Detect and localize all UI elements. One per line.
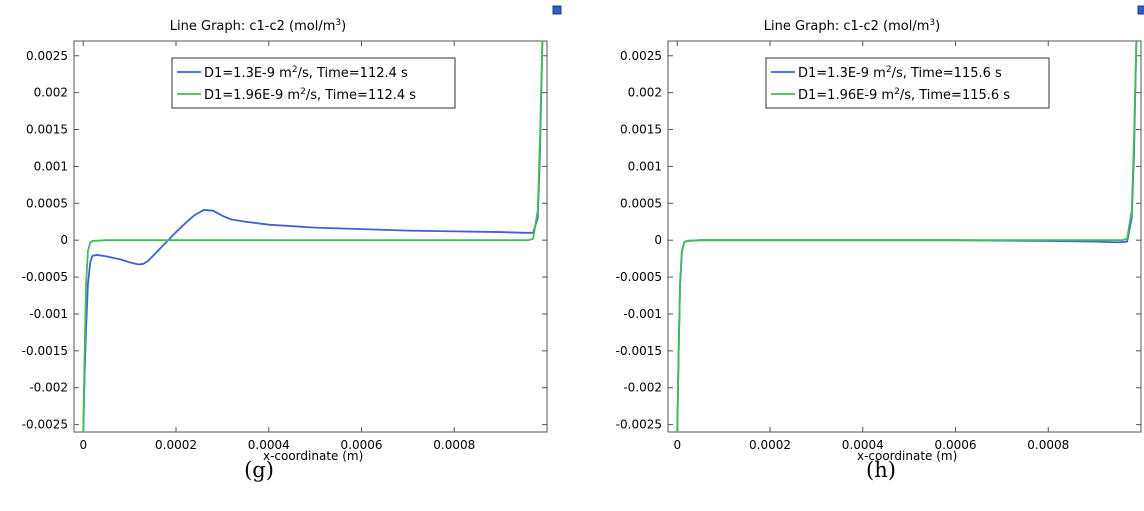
chart-title: Line Graph: c1-c2 (mol/m3) xyxy=(170,18,346,34)
x-tick-label: 0.0006 xyxy=(341,438,383,452)
series-line-1 xyxy=(82,41,544,432)
series-line-2 xyxy=(676,41,1138,432)
y-tick-label: 0 xyxy=(654,233,662,247)
x-axis-label: x-coordinate (m) xyxy=(263,449,363,463)
y-tick-label: -0.0005 xyxy=(22,270,68,284)
y-tick-label: -0.0015 xyxy=(616,344,662,358)
y-tick-label: 0.0025 xyxy=(620,49,662,63)
legend: D1=1.3E-9 m2/s, Time=112.4 s D1=1.96E-9 m… xyxy=(171,57,456,109)
y-tick-label: -0.002 xyxy=(623,381,662,395)
y-tick-label: 0.0025 xyxy=(26,49,68,63)
x-tick-label: 0.0002 xyxy=(749,438,791,452)
y-tick-label: -0.001 xyxy=(29,307,68,321)
y-tick-label: 0.0015 xyxy=(26,123,68,137)
legend-entry-2: D1=1.96E-9 m2/s, Time=112.4 s xyxy=(204,87,416,103)
x-tick-label: 0.0004 xyxy=(248,438,290,452)
legend-entry-1: D1=1.3E-9 m2/s, Time=115.6 s xyxy=(798,65,1002,81)
legend-box xyxy=(765,57,1050,109)
legend-entry-1: D1=1.3E-9 m2/s, Time=112.4 s xyxy=(204,65,408,81)
y-tick-label: 0 xyxy=(60,233,68,247)
panel-label-g: (g) xyxy=(244,458,274,482)
legend-entry-2: D1=1.96E-9 m2/s, Time=115.6 s xyxy=(798,87,1010,103)
y-tick-label: 0.002 xyxy=(34,86,68,100)
y-tick-label: -0.0005 xyxy=(616,270,662,284)
plot-toolbar-icon xyxy=(1137,5,1144,15)
y-tick-label: 0.002 xyxy=(628,86,662,100)
x-tick-label: 0.0002 xyxy=(155,438,197,452)
x-tick-label: 0.0008 xyxy=(1027,438,1069,452)
y-tick-label: -0.0015 xyxy=(22,344,68,358)
chart-title: Line Graph: c1-c2 (mol/m3) xyxy=(764,18,940,34)
y-tick-label: -0.0025 xyxy=(22,418,68,432)
plot-toolbar-icon xyxy=(552,5,562,15)
y-tick-label: 0.0015 xyxy=(620,123,662,137)
panel-label-h: (h) xyxy=(866,458,896,482)
legend-box xyxy=(171,57,456,109)
x-tick-label: 0.0008 xyxy=(433,438,475,452)
chart-panel-h: Line Graph: c1-c2 (mol/m3) 0.0025 0.002 0.0… xyxy=(616,5,1144,463)
x-tick-label: 0.0006 xyxy=(935,438,977,452)
series-line-2 xyxy=(82,41,544,432)
x-tick-label: 0.0004 xyxy=(842,438,884,452)
y-tick-label: 0.0005 xyxy=(620,196,662,210)
y-tick-label: 0.001 xyxy=(628,159,662,173)
legend: D1=1.3E-9 m2/s, Time=115.6 s D1=1.96E-9 m… xyxy=(765,57,1050,109)
y-tick-label: -0.001 xyxy=(623,307,662,321)
y-tick-label: -0.0025 xyxy=(616,418,662,432)
chart-panel-g: Line Graph: c1-c2 (mol/m3) 0.0025 0.002 0.0… xyxy=(22,5,562,463)
x-axis-label: x-coordinate (m) xyxy=(857,449,957,463)
x-tick-label: 0 xyxy=(79,438,87,452)
y-tick-label: -0.002 xyxy=(29,381,68,395)
y-tick-label: 0.0005 xyxy=(26,196,68,210)
y-tick-label: 0.001 xyxy=(34,159,68,173)
x-tick-label: 0 xyxy=(673,438,681,452)
